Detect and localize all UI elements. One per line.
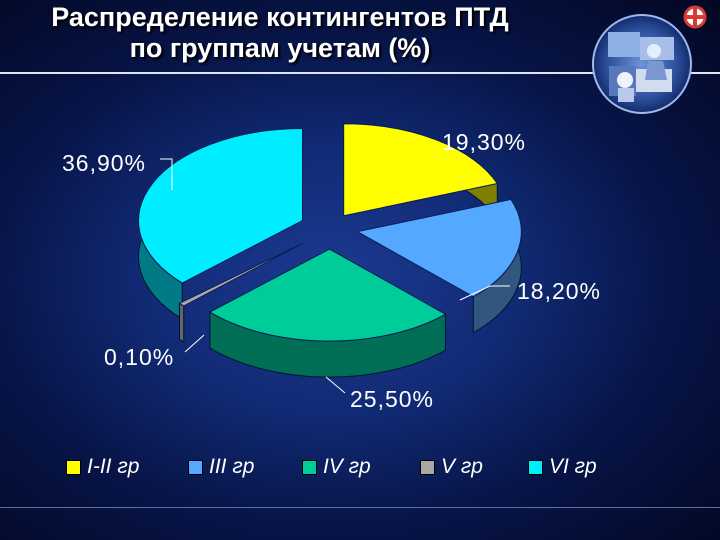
pie-slice-top-i-ii-gr [343,123,499,217]
legend-item-vi-gr: VI гр [528,455,597,479]
data-label-i-ii-gr: 19,30% [442,129,526,155]
pie-slice-iii-gr [355,197,522,334]
slide-title: Распределение контингентов ПТД по группа… [0,2,560,64]
pie-slice-top-iii-gr [355,198,522,298]
legend-swatch-iv-gr [302,459,317,475]
leader-line-vi-gr [160,158,173,190]
legend-item-v-gr: V гр [420,455,483,479]
pie-slice-side-v-gr [179,302,185,343]
leader-line-iv-gr [325,376,346,394]
legend-label-i-ii-gr: I-II гр [87,455,140,478]
pie-slice-top-iv-gr [208,248,447,342]
title-divider [0,72,720,74]
leader-line-iii-gr [459,285,510,301]
pie-slice-vi-gr [138,128,304,321]
legend-swatch-iii-gr [188,459,203,475]
circular-clinic-photo-icon [592,14,692,114]
pie-slice-top-v-gr [178,242,304,307]
data-label-iii-gr: 18,20% [517,278,601,304]
chart-legend: I-II гр III гр IV гр V гр VI гр [66,455,626,479]
data-label-v-gr: 0,10% [104,344,174,370]
legend-swatch-vi-gr [528,459,543,475]
slide-title-line-2: по группам учетам (%) [129,33,431,63]
legend-item-iv-gr: IV гр [302,455,371,479]
leader-lines [160,158,510,394]
legend-swatch-i-ii-gr [66,459,81,475]
legend-swatch-v-gr [420,459,435,475]
legend-label-v-gr: V гр [441,455,483,478]
pie-slice-v-gr [178,242,304,343]
bottom-divider [0,507,720,508]
pie-slices-layer [138,123,522,378]
pie-slice-iv-gr [208,248,447,378]
data-label-vi-gr: 36,90% [62,150,146,176]
legend-label-iv-gr: IV гр [323,455,371,478]
legend-label-iii-gr: III гр [209,455,255,478]
legend-item-iii-gr: III гр [188,455,254,479]
leader-line-v-gr [184,334,205,353]
legend-item-i-ii-gr: I-II гр [66,455,139,479]
pie-slice-top-vi-gr [138,128,304,284]
slide-title-line-1: Распределение контингентов ПТД [51,2,509,32]
legend-label-vi-gr: VI гр [549,455,597,478]
data-label-iv-gr: 25,50% [350,386,434,412]
medical-emblem-icon [683,5,707,29]
